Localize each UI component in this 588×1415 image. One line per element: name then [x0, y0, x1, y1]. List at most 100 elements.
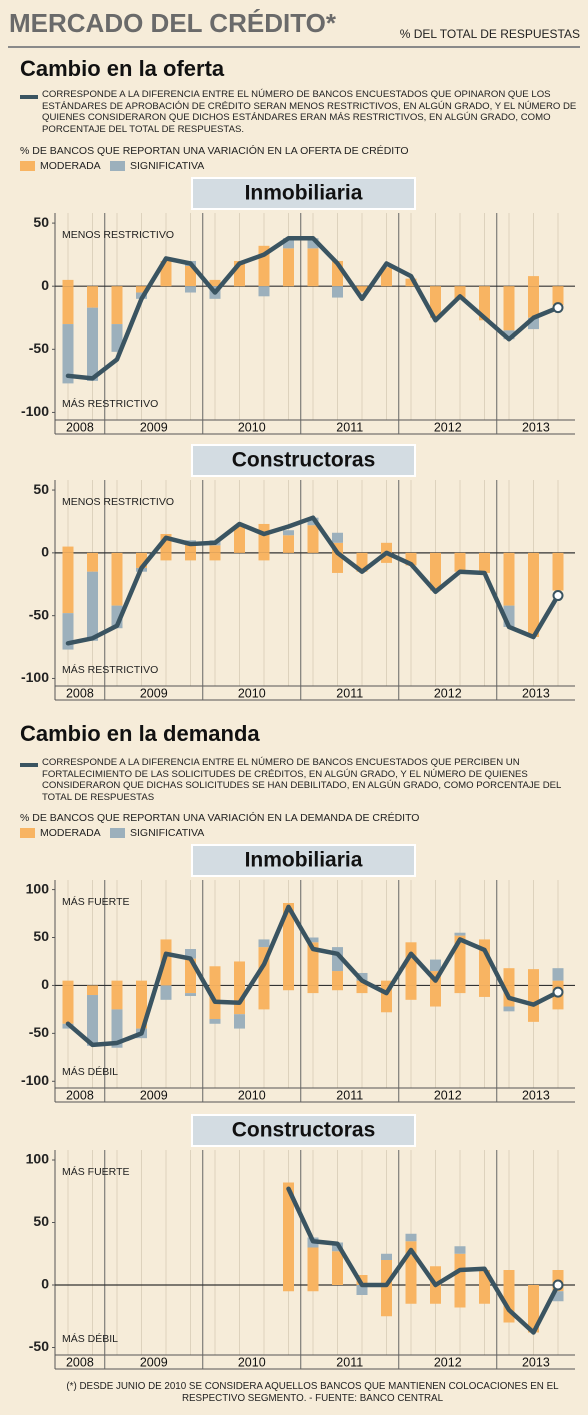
x-tick-label: 2013 — [522, 686, 550, 700]
bar-positive — [62, 546, 74, 553]
bar-negative — [332, 286, 343, 298]
bar-negative — [430, 985, 441, 1007]
y-tick-label: 50 — [33, 928, 49, 944]
bar-positive — [479, 939, 490, 986]
bar-negative — [552, 1291, 564, 1302]
bar-positive — [307, 942, 319, 986]
x-tick-label: 2010 — [238, 1088, 266, 1102]
bar-negative — [111, 985, 123, 1010]
x-tick-label: 2012 — [434, 686, 462, 700]
bar-positive — [283, 535, 294, 553]
bar-positive — [528, 969, 539, 986]
bar-negative — [62, 552, 74, 614]
annotation: MÁS FUERTE — [62, 1165, 129, 1178]
bar-negative — [332, 552, 343, 573]
bar-positive — [62, 279, 74, 287]
bar-positive — [185, 544, 196, 553]
x-tick-label: 2010 — [238, 420, 266, 434]
chart-title-box — [191, 844, 416, 877]
x-tick-label: 2011 — [336, 686, 363, 700]
bar-negative — [111, 605, 123, 629]
legend-label: MODERADA — [40, 827, 101, 839]
x-tick-label: 2009 — [140, 1355, 168, 1369]
bar-positive — [528, 276, 539, 287]
x-tick-label: 2010 — [238, 1355, 266, 1369]
bar-positive — [307, 525, 319, 553]
bar-negative — [479, 1285, 490, 1304]
bar-negative — [356, 1285, 368, 1295]
bar-positive — [283, 248, 294, 287]
x-tick-label: 2008 — [66, 1088, 94, 1102]
bar-positive — [332, 947, 343, 972]
bar-negative — [62, 324, 74, 384]
y-tick-label: 100 — [26, 1151, 50, 1167]
bar-negative — [332, 985, 343, 991]
bar-negative — [258, 985, 270, 1010]
y-tick-label: -50 — [29, 1024, 49, 1040]
bar-positive — [307, 937, 319, 943]
bar-negative — [454, 985, 466, 994]
bar-negative — [528, 552, 539, 638]
bar-negative — [111, 286, 123, 325]
x-tick-label: 2010 — [238, 686, 266, 700]
annotation: MÁS DÉBIL — [62, 1065, 118, 1078]
y-tick-label: -50 — [29, 340, 49, 356]
bar-positive — [503, 968, 515, 986]
line — [65, 235, 561, 381]
annotation: MENOS RESTRICTIVO — [62, 496, 174, 508]
bar-positive — [234, 260, 245, 287]
y-tick-label: 0 — [41, 1276, 49, 1292]
bar-negative — [87, 571, 98, 641]
line — [65, 515, 561, 646]
chart-title: Constructoras — [232, 449, 376, 472]
bar-negative — [430, 1285, 441, 1304]
bar-negative — [283, 985, 294, 991]
last-point-marker — [552, 590, 564, 602]
bar-positive — [454, 935, 466, 986]
annotation: MENOS RESTRICTIVO — [62, 229, 174, 241]
bar-positive — [454, 1246, 466, 1254]
bar-negative — [87, 985, 98, 996]
bar-negative — [307, 985, 319, 994]
y-tick-label: 50 — [33, 1213, 49, 1229]
bar-negative — [185, 286, 196, 293]
bar-negative — [552, 552, 564, 591]
x-tick-label: 2011 — [336, 1088, 363, 1102]
bar-positive — [62, 980, 74, 986]
x-tick-label: 2012 — [434, 1088, 462, 1102]
bar-positive — [381, 542, 392, 553]
bar-negative — [405, 985, 417, 1000]
y-tick-label: -100 — [21, 1072, 49, 1088]
x-tick-label: 2009 — [140, 1088, 168, 1102]
bar-negative — [111, 1009, 123, 1048]
bar-positive — [552, 980, 564, 986]
last-point-marker — [552, 986, 564, 998]
legend-label: SIGNIFICATIVA — [130, 160, 205, 172]
bar-negative — [62, 985, 74, 1024]
x-tick-label: 2013 — [522, 420, 550, 434]
bar-negative — [283, 1285, 294, 1292]
bar-positive — [356, 1275, 368, 1285]
header-rule — [8, 46, 580, 48]
bar-positive — [430, 959, 441, 972]
bar-positive — [234, 525, 245, 553]
annotation: MÁS RESTRICTIVO — [62, 663, 158, 676]
bar-positive — [381, 267, 392, 287]
bar-negative — [528, 286, 539, 318]
x-tick-label: 2008 — [66, 420, 94, 434]
x-tick-label: 2013 — [522, 1088, 550, 1102]
bar-negative — [503, 286, 515, 331]
legend-swatch — [110, 828, 125, 838]
annotation: MÁS FUERTE — [62, 895, 129, 908]
bar-negative — [209, 552, 221, 561]
chart-title: Constructoras — [232, 1119, 376, 1142]
bar-negative — [528, 1285, 539, 1333]
bar-negative — [185, 985, 196, 994]
x-tick-label: 2011 — [336, 420, 363, 434]
line-legend-icon — [20, 95, 38, 99]
bar-positive — [258, 523, 270, 553]
bar-negative — [356, 552, 368, 572]
bar-positive — [405, 942, 417, 986]
bar-negative — [503, 1285, 515, 1323]
